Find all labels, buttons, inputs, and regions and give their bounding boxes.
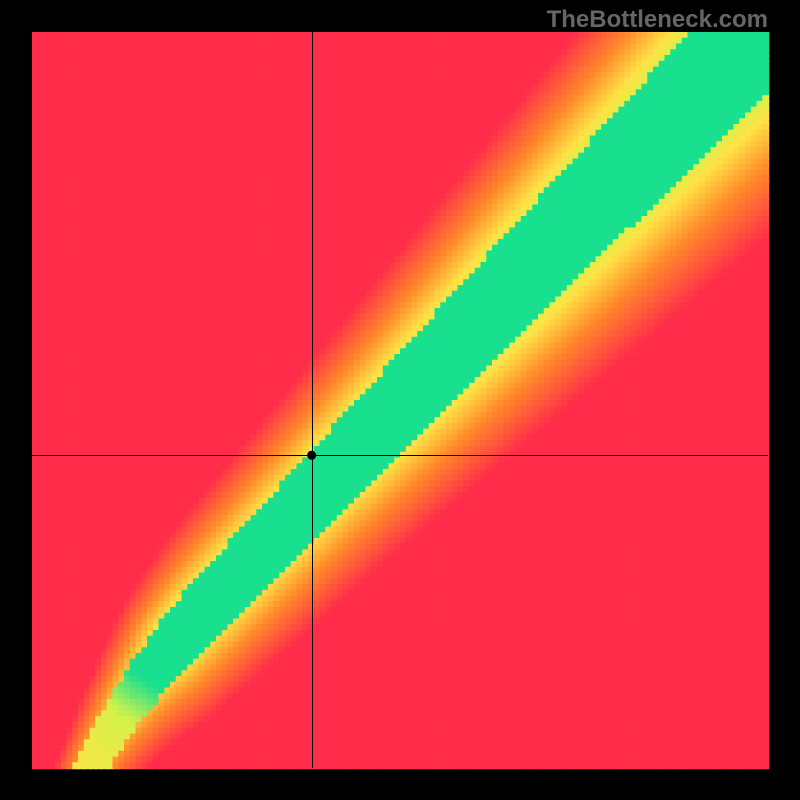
- bottleneck-chart-container: TheBottleneck.com: [0, 0, 800, 800]
- bottleneck-heatmap-canvas: [0, 0, 800, 800]
- watermark-text: TheBottleneck.com: [547, 6, 768, 34]
